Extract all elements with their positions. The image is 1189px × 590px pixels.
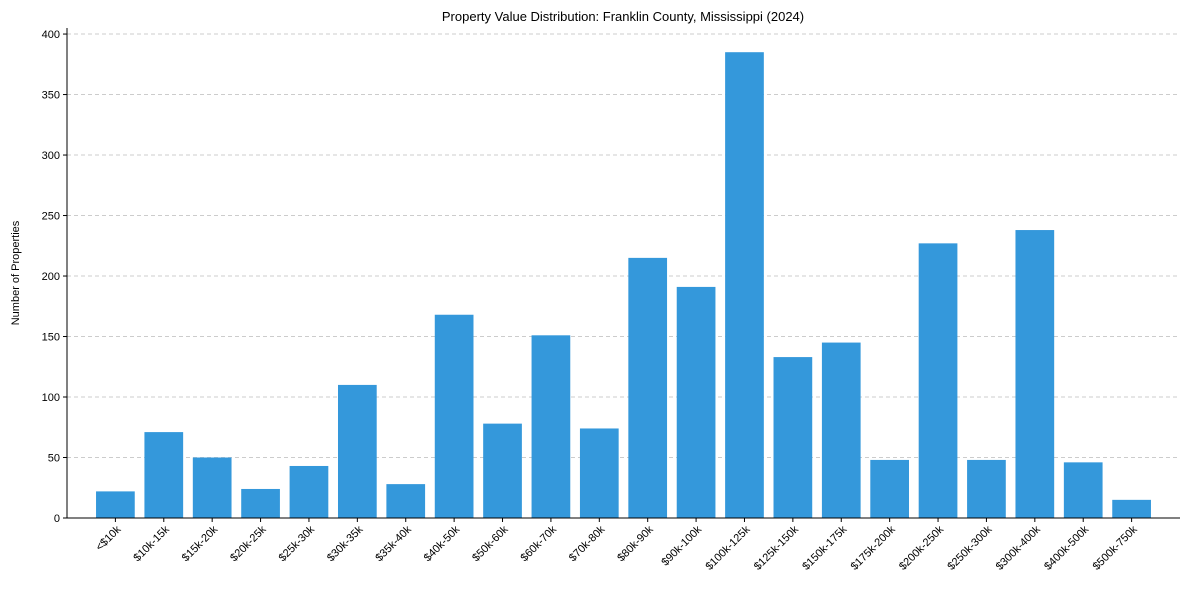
x-tick-label: $35k-40k	[373, 523, 414, 564]
x-ticks: <$10k $10k-15k $15k-20k $20k-25k $25k-30k $30…	[94, 518, 1140, 573]
bar	[821, 342, 861, 518]
bar	[483, 423, 522, 518]
bar	[773, 357, 813, 518]
x-tick-label: $50k-60k	[470, 523, 511, 564]
x-tick-label: $500k-750k	[1091, 523, 1140, 572]
bar	[531, 335, 571, 518]
y-tick-label: 50	[48, 453, 60, 465]
y-tick-label: 150	[42, 332, 60, 344]
y-tick-label: 100	[42, 392, 60, 404]
x-tick-label: $90k-100k	[659, 523, 704, 568]
bar	[676, 286, 716, 518]
x-tick-label: $200k-250k	[897, 523, 946, 572]
bar	[725, 52, 764, 518]
x-tick-label: $175k-200k	[849, 523, 898, 572]
x-tick-label: $70k-80k	[567, 523, 608, 564]
x-tick-label: $40k-50k	[422, 523, 463, 564]
bar	[192, 457, 232, 518]
x-tick-label: $10k-15k	[131, 523, 172, 564]
bar	[241, 488, 280, 518]
bar	[289, 465, 329, 518]
x-tick-label: $15k-20k	[180, 523, 221, 564]
x-tick-label: $150k-175k	[800, 523, 849, 572]
axes	[66, 28, 1180, 519]
bar	[434, 314, 474, 518]
bar	[144, 432, 184, 518]
x-tick-label: $300k-400k	[994, 523, 1043, 572]
x-tick-label: $30k-35k	[325, 523, 366, 564]
y-tick-label: 200	[42, 271, 60, 283]
y-tick-label: 300	[42, 150, 60, 162]
x-tick-label: $100k-125k	[703, 523, 752, 572]
bar	[1112, 499, 1151, 518]
y-tick-label: 400	[42, 29, 60, 41]
bar	[918, 243, 958, 518]
x-tick-label: $20k-25k	[228, 523, 269, 564]
bar	[967, 459, 1006, 518]
x-tick-label: $400k-500k	[1042, 523, 1091, 572]
x-tick-label: <$10k	[94, 523, 124, 553]
y-axis-label: Number of Properties	[10, 220, 22, 325]
y-ticks: 0 50 100 150 200 250 300 350 400	[42, 29, 67, 525]
x-tick-label: $80k-90k	[615, 523, 656, 564]
bars	[96, 52, 1151, 518]
x-tick-label: $60k-70k	[519, 523, 560, 564]
x-tick-label: $250k-300k	[945, 523, 994, 572]
x-tick-label: $125k-150k	[752, 523, 801, 572]
y-tick-label: 350	[42, 90, 60, 102]
bar	[386, 484, 426, 518]
bar	[579, 428, 619, 518]
y-tick-label: 0	[54, 513, 60, 525]
bar	[96, 491, 135, 518]
x-tick-label: $25k-30k	[277, 523, 318, 564]
bar	[1063, 462, 1103, 518]
y-tick-label: 250	[42, 211, 60, 223]
bar	[1015, 230, 1055, 518]
chart-title: Property Value Distribution: Franklin Co…	[442, 9, 804, 24]
bar	[337, 384, 377, 518]
bar	[870, 459, 910, 518]
gridlines	[67, 33, 1180, 459]
bar	[628, 257, 668, 518]
